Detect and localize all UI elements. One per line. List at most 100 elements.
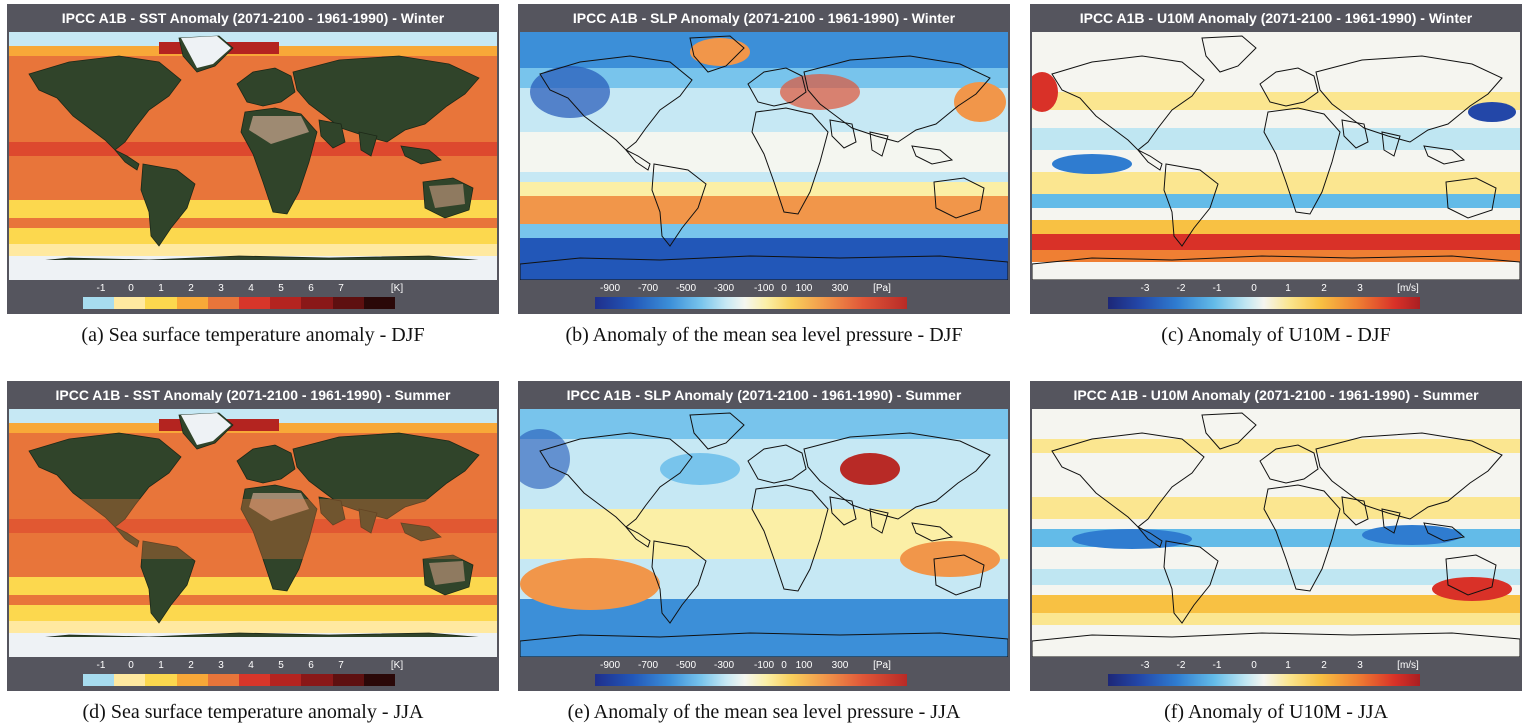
scale-tick: -1 [96,283,106,294]
scale-tick: 6 [308,283,314,294]
color-bar-segment [114,674,146,686]
scale-unit: [Pa] [873,660,891,671]
map-title: IPCC A1B - SST Anomaly (2071-2100 - 1961… [61,10,445,26]
scale-tick: -700 [637,283,659,294]
color-bar-segment [176,674,208,686]
figure-panel-f: IPCC A1B - U10M Anomaly (2071-2100 - 196… [1030,381,1522,723]
color-bar-segment [145,297,177,309]
color-scale: -900 -700 -500 -300 -100 0 100 300 [Pa] [518,657,1010,691]
scale-tick: -1 [1212,660,1222,671]
scale-tick: 1 [158,660,164,671]
figure-panel-d: IPCC A1B - SST Anomaly (2071-2100 - 1961… [7,381,499,723]
map-frame: IPCC A1B - U10M Anomaly (2071-2100 - 196… [1030,4,1522,314]
scale-tick: -900 [599,660,621,671]
scale-tick: -3 [1140,660,1150,671]
subfigure-caption: (e) Anomaly of the mean sea level pressu… [567,701,961,723]
scale-tick: 2 [188,283,194,294]
scale-unit: [m/s] [1397,283,1419,294]
subfigure-caption: (d) Sea surface temperature anomaly - JJ… [82,701,424,723]
subfigure-caption: (c) Anomaly of U10M - DJF [1161,324,1391,346]
scale-unit: [Pa] [873,283,891,294]
scale-tick: 7 [338,660,344,671]
scale-tick: 300 [831,660,849,671]
color-bar-segment [207,297,240,309]
u10m-map-image [1032,409,1520,657]
scale-tick: 300 [831,283,849,294]
figure-panel-a: IPCC A1B - SST Anomaly (2071-2100 - 1961… [7,4,499,346]
color-bar-segment [176,297,208,309]
scale-tick: -300 [713,283,735,294]
map-frame: IPCC A1B - SLP Anomaly (2071-2100 - 1961… [518,381,1010,691]
color-bar [83,674,396,686]
scale-tick: 3 [1357,660,1363,671]
color-bar [1108,674,1420,686]
scale-tick: -500 [675,660,697,671]
scale-tick: 6 [308,660,314,671]
color-bar-segment [363,297,396,309]
subfigure-caption: (f) Anomaly of U10M - JJA [1164,701,1388,723]
figure-panel-b: IPCC A1B - SLP Anomaly (2071-2100 - 1961… [518,4,1010,346]
subfigure-caption: (a) Sea surface temperature anomaly - DJ… [81,324,425,346]
scale-tick: 2 [188,660,194,671]
scale-tick: 3 [218,283,224,294]
color-bar-segment [239,297,271,309]
map-frame: IPCC A1B - U10M Anomaly (2071-2100 - 196… [1030,381,1522,691]
scale-tick: 4 [248,660,254,671]
color-bar-segment [83,674,115,686]
color-bar-segment [363,674,396,686]
map-title: IPCC A1B - SST Anomaly (2071-2100 - 1961… [55,387,451,403]
scale-tick: 2 [1321,283,1327,294]
scale-tick: -100 [753,283,775,294]
color-bar [595,297,907,309]
scale-tick: -100 [753,660,775,671]
scale-tick: -900 [599,283,621,294]
color-bar-segment [332,674,364,686]
scale-tick: 2 [1321,660,1327,671]
color-bar-segment [270,297,302,309]
u10m-map-image [1032,32,1520,280]
color-scale: -900 -700 -500 -300 -100 0 100 300 [Pa] [518,280,1010,314]
figure-panel-e: IPCC A1B - SLP Anomaly (2071-2100 - 1961… [518,381,1010,723]
sst-map-image [9,32,497,280]
color-bar-segment [301,297,333,309]
scale-tick: 0 [781,660,787,671]
slp-map-image [520,409,1008,657]
color-bar-segment [145,674,177,686]
scale-tick: 3 [218,660,224,671]
scale-tick: 3 [1357,283,1363,294]
scale-unit: [m/s] [1397,660,1419,671]
map-frame: IPCC A1B - SST Anomaly (2071-2100 - 1961… [7,4,499,314]
color-scale: -3 -2 -1 0 1 2 3 [m/s] [1030,280,1522,314]
scale-tick: 1 [1285,660,1291,671]
color-scale: -1 0 1 2 3 4 5 6 7 [K] [7,657,499,691]
color-bar [1108,297,1420,309]
scale-tick: -300 [713,660,735,671]
map-frame: IPCC A1B - SST Anomaly (2071-2100 - 1961… [7,381,499,691]
color-bar-segment [114,297,146,309]
scale-unit: [K] [390,660,404,671]
color-bar [595,674,907,686]
scale-tick: 0 [1251,283,1257,294]
scale-tick: 5 [278,283,284,294]
map-title: IPCC A1B - U10M Anomaly (2071-2100 - 196… [1079,10,1473,26]
scale-tick: 0 [128,283,134,294]
map-title: IPCC A1B - U10M Anomaly (2071-2100 - 196… [1073,387,1479,403]
color-bar-segment [332,297,364,309]
scale-tick: 0 [128,660,134,671]
scale-tick: -1 [96,660,106,671]
scale-tick: 1 [158,283,164,294]
sst-map-image [9,409,497,657]
scale-tick: -700 [637,660,659,671]
color-bar-segment [207,674,240,686]
map-frame: IPCC A1B - SLP Anomaly (2071-2100 - 1961… [518,4,1010,314]
scale-tick: -3 [1140,283,1150,294]
scale-tick: -500 [675,283,697,294]
color-bar-segment [239,674,271,686]
scale-tick: -2 [1176,660,1186,671]
color-scale: -1 0 1 2 3 4 5 6 7 [K] [7,280,499,314]
figure-panel-c: IPCC A1B - U10M Anomaly (2071-2100 - 196… [1030,4,1522,346]
color-bar [83,297,396,309]
scale-tick: 5 [278,660,284,671]
scale-tick: 7 [338,283,344,294]
scale-tick: -2 [1176,283,1186,294]
